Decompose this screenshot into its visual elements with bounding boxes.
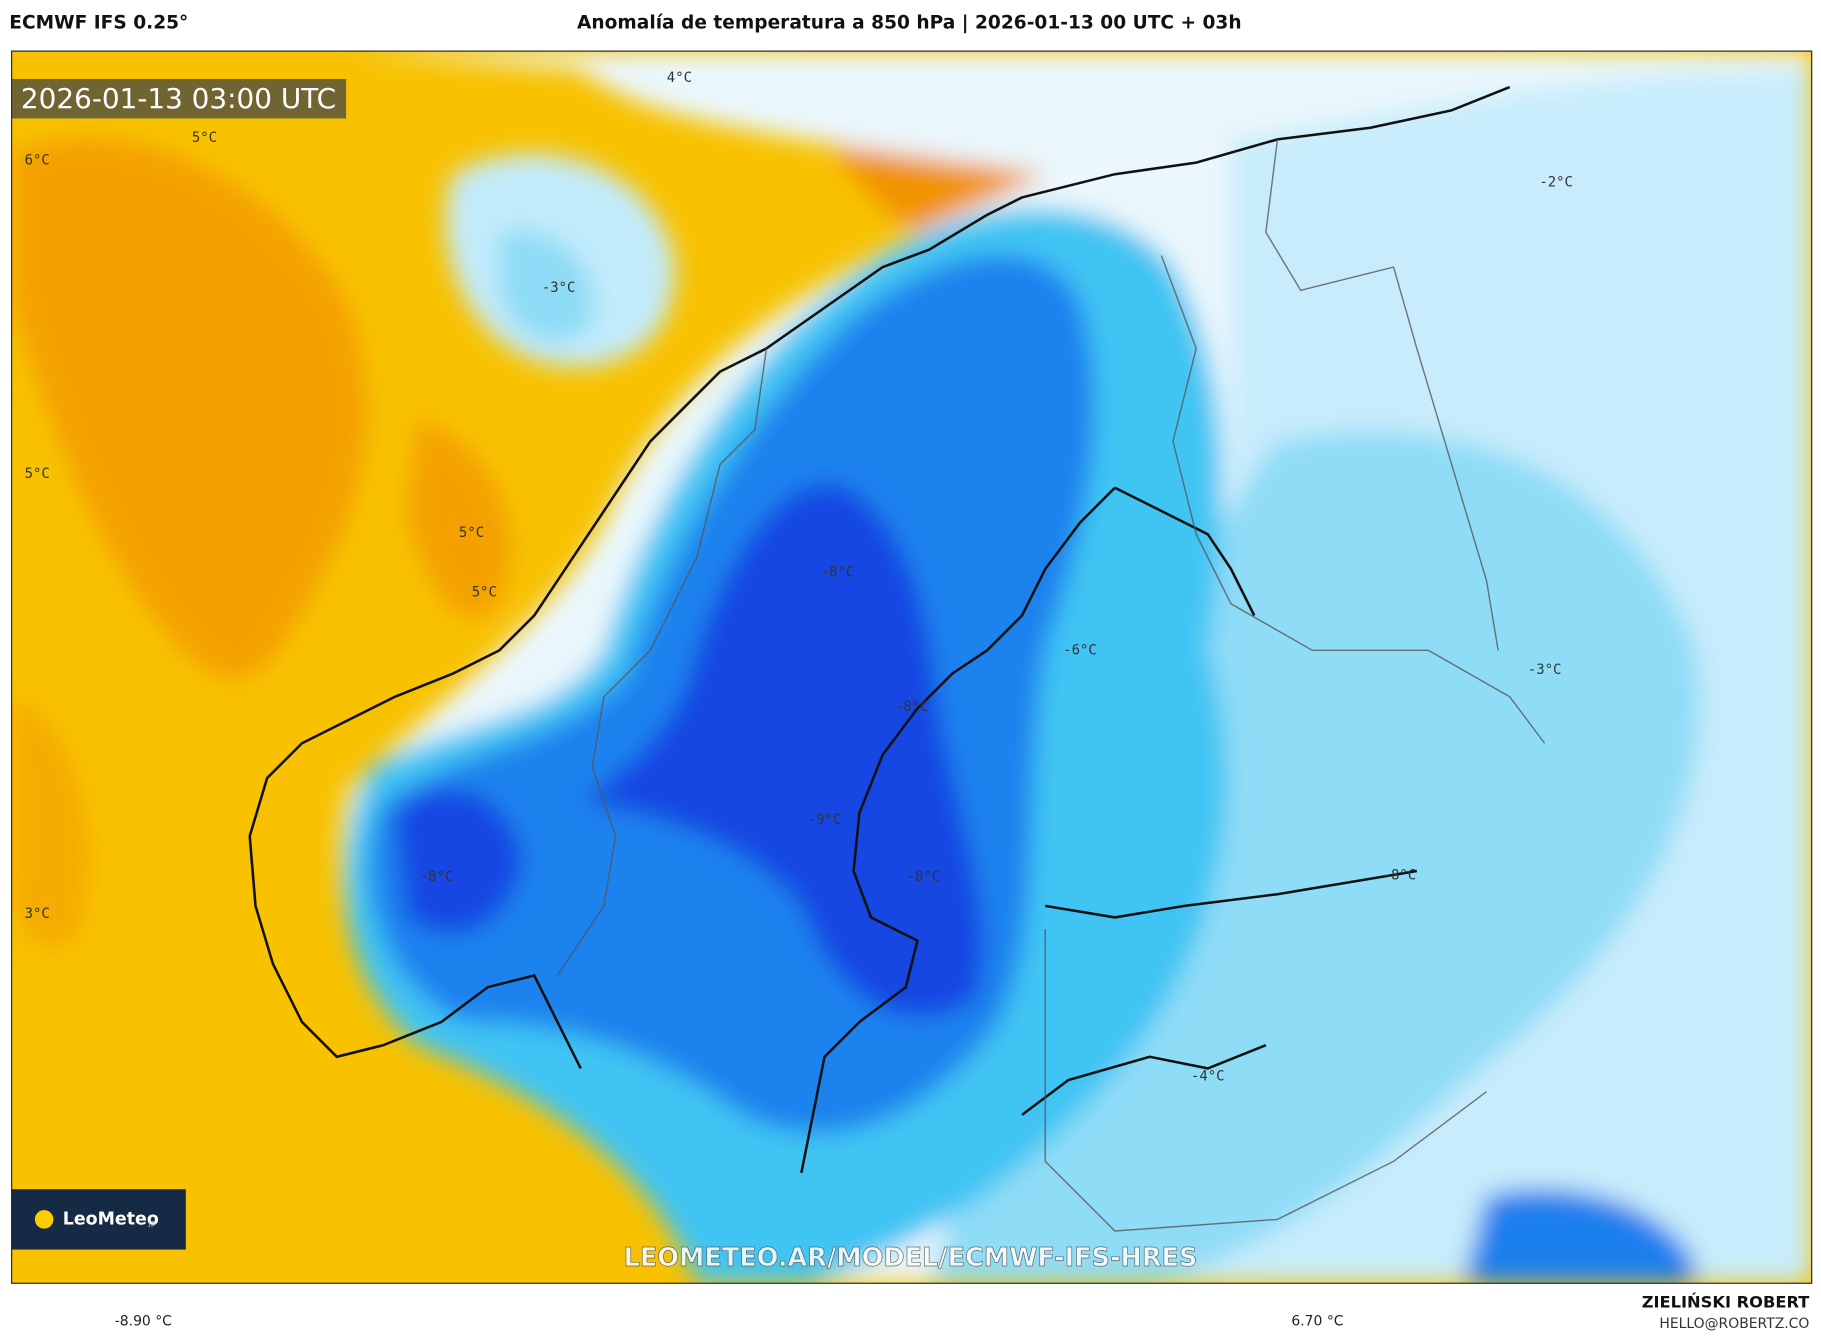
logo-text: LeoMeteo bbox=[63, 1209, 159, 1229]
colorbar-min: -8.90 °C bbox=[115, 1314, 172, 1330]
contour-label: -8°C bbox=[1383, 868, 1417, 884]
contour-label: 5°C bbox=[472, 584, 497, 600]
logo-sun bbox=[34, 1210, 54, 1229]
borders bbox=[556, 139, 1546, 1232]
colorbar-max: 6.70 °C bbox=[1291, 1314, 1343, 1330]
contour-label: 4°C bbox=[667, 70, 692, 86]
contour-label: -3°C bbox=[542, 280, 576, 296]
watermark: LEOMETEO.AR/MODEL/ECMWF-IFS-HRES bbox=[624, 1243, 1198, 1273]
logo-suffix: jp bbox=[148, 1217, 156, 1227]
contour-label: 5°C bbox=[25, 466, 50, 482]
contour-label: -4°C bbox=[1191, 1069, 1225, 1085]
contour-label: -6°C bbox=[1063, 642, 1097, 658]
contour-label: 3°C bbox=[25, 906, 50, 922]
contour-label: -8°C bbox=[420, 869, 454, 885]
contour-label: 5°C bbox=[192, 130, 217, 146]
author: ZIELIŃSKI ROBERT bbox=[1642, 1292, 1810, 1311]
model-name: ECMWF IFS 0.25° bbox=[9, 13, 188, 34]
map-frame bbox=[11, 50, 1813, 1284]
contour-labels: 4°C 5°C 6°C -3°C 5°C 5°C 5°C -8°C -6°C -8°C -3°C -9… bbox=[25, 70, 1573, 1085]
email: HELLO@ROBERTZ.CO bbox=[1659, 1316, 1809, 1332]
temperature-field bbox=[11, 51, 1812, 1284]
contour-label: -8°C bbox=[907, 869, 941, 885]
contour-label: -8°C bbox=[821, 565, 855, 581]
valid-time: 2026-01-13 03:00 UTC bbox=[21, 82, 336, 115]
contour-label: -2°C bbox=[1539, 174, 1573, 190]
map: 4°C 5°C 6°C -3°C 5°C 5°C 5°C -8°C -6°C -8°C -3°C -9… bbox=[11, 51, 1812, 1284]
contour-label: -8°C bbox=[895, 699, 929, 715]
coastlines bbox=[248, 85, 1511, 1174]
contour-label: -9°C bbox=[808, 812, 842, 828]
map-title: Anomalía de temperatura a 850 hPa | 2026… bbox=[577, 13, 1242, 34]
contour-label: 6°C bbox=[25, 152, 50, 168]
contour-label: 5°C bbox=[459, 525, 484, 541]
time-box bbox=[11, 78, 347, 119]
colorbar: -8.90 °C 6.70 °C bbox=[115, 1314, 1344, 1330]
contour-label: -3°C bbox=[1528, 662, 1562, 678]
